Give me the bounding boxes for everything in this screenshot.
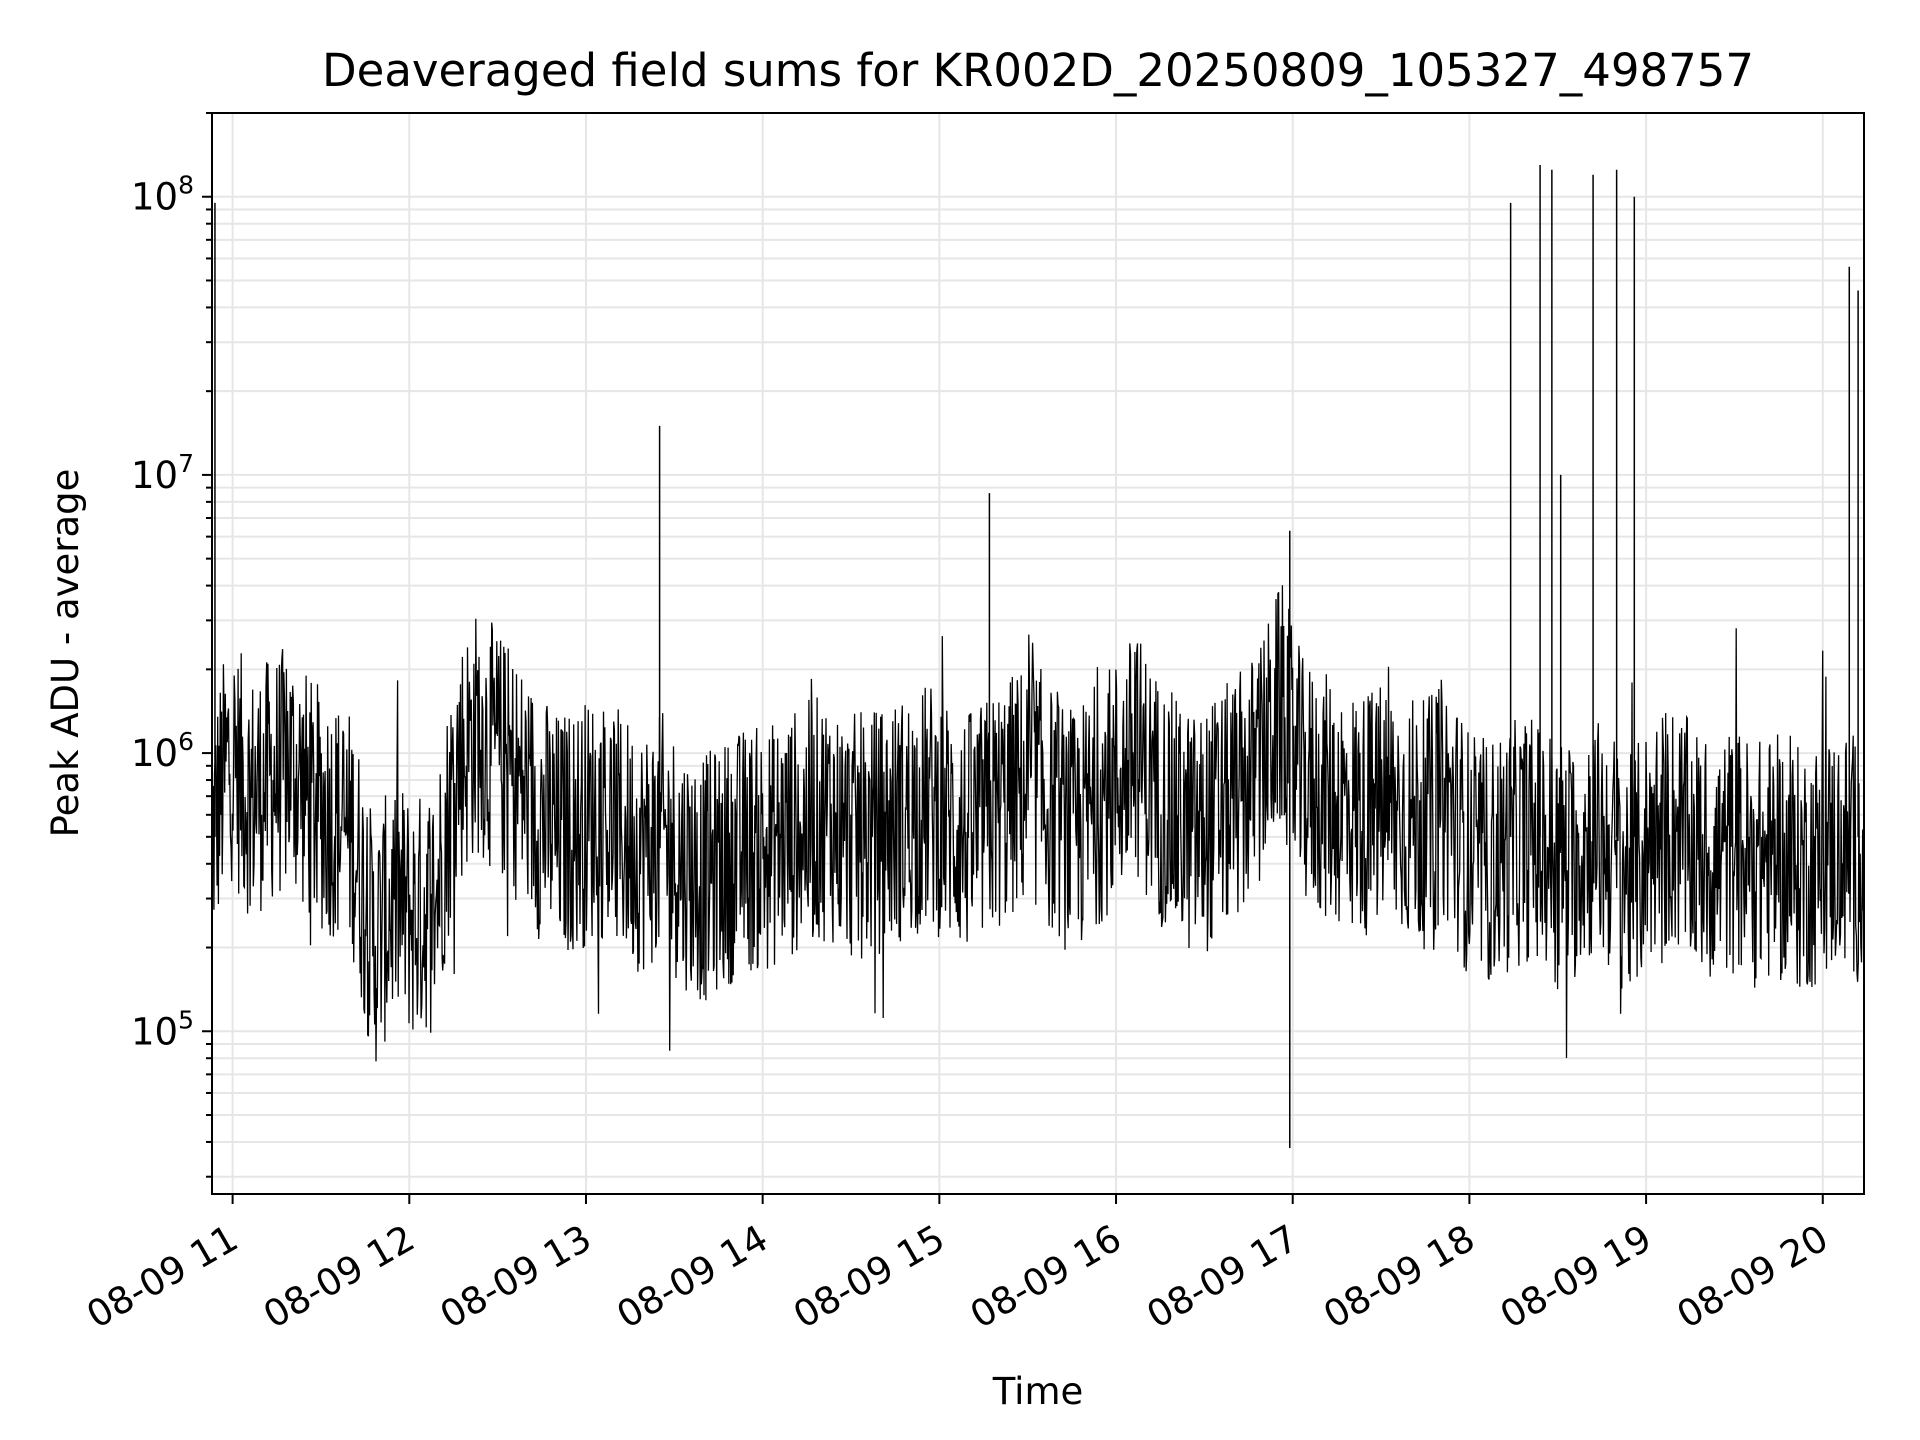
y-tick-exponent: 8 — [178, 171, 194, 200]
y-tick-exponent: 7 — [178, 449, 194, 478]
y-tick-base: 10 — [131, 454, 178, 497]
series-path — [211, 585, 1865, 1062]
y-tick-label: 107 — [131, 449, 194, 497]
y-tick-label: 105 — [131, 1005, 194, 1053]
x-axis-label: Time — [992, 1370, 1084, 1413]
plot-frame — [211, 112, 1865, 1195]
y-tick-base: 10 — [131, 732, 178, 775]
y-axis-label: Peak ADU - average — [44, 469, 87, 838]
y-tick-base: 10 — [131, 176, 178, 219]
chart-title: Deaveraged field sums for KR002D_2025080… — [322, 44, 1754, 97]
y-tick-exponent: 6 — [178, 727, 194, 756]
y-tick-label: 108 — [131, 171, 194, 219]
y-tick-exponent: 5 — [178, 1005, 194, 1034]
y-tick-label: 106 — [131, 727, 194, 775]
series-line — [211, 165, 1865, 1149]
y-tick-base: 10 — [131, 1010, 178, 1053]
